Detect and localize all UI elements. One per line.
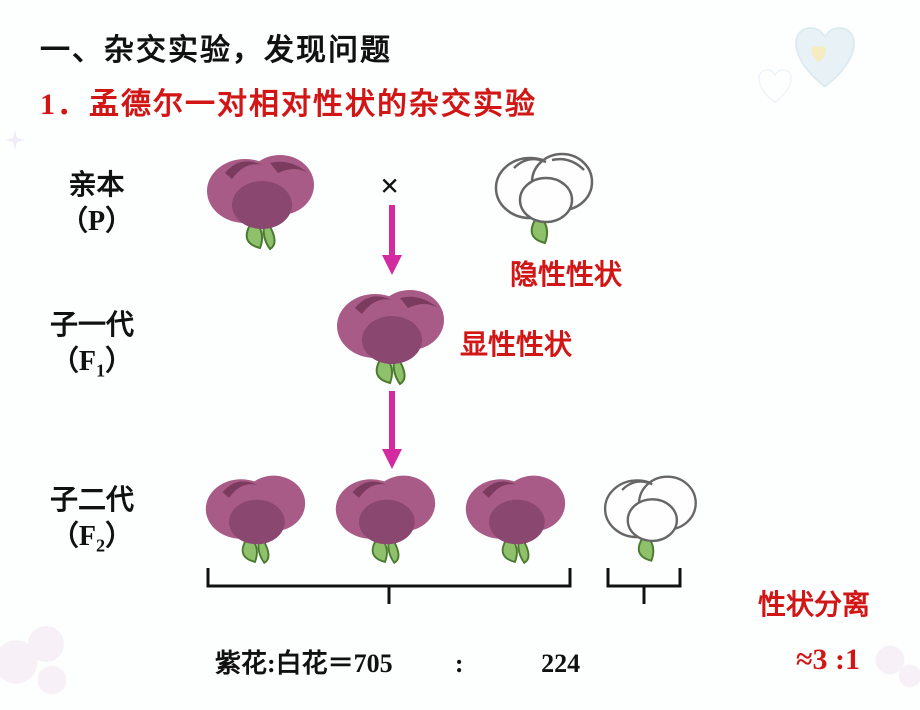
ratio-white: 224 bbox=[526, 649, 596, 679]
segregation-label: 性状分离 bbox=[758, 583, 870, 623]
f2-sym-close: ） bbox=[105, 521, 133, 552]
ratio-line: 紫花:白花＝705 : 224 bbox=[215, 643, 596, 680]
parent-label-sym: （P） bbox=[60, 206, 133, 237]
parent-label-text: 亲本 bbox=[69, 170, 125, 201]
f2-purple-flower-1 bbox=[190, 463, 320, 568]
f2-label-text: 子二代 bbox=[50, 485, 134, 516]
segregation-text: 性状分离 bbox=[758, 590, 870, 621]
ratio-approx-text: ≈3 :1 bbox=[796, 643, 860, 676]
parent-white-flower bbox=[480, 138, 605, 248]
ratio-approx: ≈3 :1 bbox=[796, 643, 860, 677]
f2-sub: 2 bbox=[96, 536, 105, 556]
arrow-p-f1 bbox=[382, 205, 402, 275]
deco-star bbox=[5, 130, 25, 150]
ratio-prefix: 紫花:白花＝ bbox=[215, 643, 354, 680]
brackets bbox=[200, 568, 720, 613]
subsection-title: 1．孟德尔一对相对性状的杂交实验 bbox=[40, 79, 880, 123]
dominant-text: 显性性状 bbox=[460, 330, 572, 361]
arrow-f1-f2 bbox=[382, 391, 402, 469]
f1-label-text: 子一代 bbox=[50, 310, 134, 341]
f2-sym-open: （F bbox=[51, 521, 96, 552]
f1-sub: 1 bbox=[96, 361, 105, 381]
ratio-colon: : bbox=[399, 649, 519, 679]
parent-label: 亲本 （P） bbox=[60, 168, 133, 241]
f1-label: 子一代 （F1） bbox=[50, 308, 134, 384]
ratio-purple: 705 bbox=[354, 649, 393, 679]
recessive-text: 隐性性状 bbox=[510, 260, 622, 291]
f2-white-flower bbox=[590, 461, 708, 566]
f2-purple-flower-3 bbox=[450, 463, 580, 568]
f1-sym-open: （F bbox=[51, 346, 96, 377]
recessive-label: 隐性性状 bbox=[510, 253, 622, 293]
cross-symbol: × bbox=[380, 168, 399, 206]
f2-purple-flower-2 bbox=[320, 463, 450, 568]
dominant-label: 显性性状 bbox=[460, 323, 572, 363]
f1-purple-flower bbox=[320, 278, 460, 388]
cross-diagram: 亲本 （P） × 隐性性状 bbox=[40, 143, 880, 683]
f1-sym-close: ） bbox=[105, 346, 133, 377]
f2-label: 子二代 （F2） bbox=[50, 483, 134, 559]
section-title: 一、杂交实验，发现问题 bbox=[40, 25, 880, 69]
parent-purple-flower bbox=[190, 143, 330, 253]
